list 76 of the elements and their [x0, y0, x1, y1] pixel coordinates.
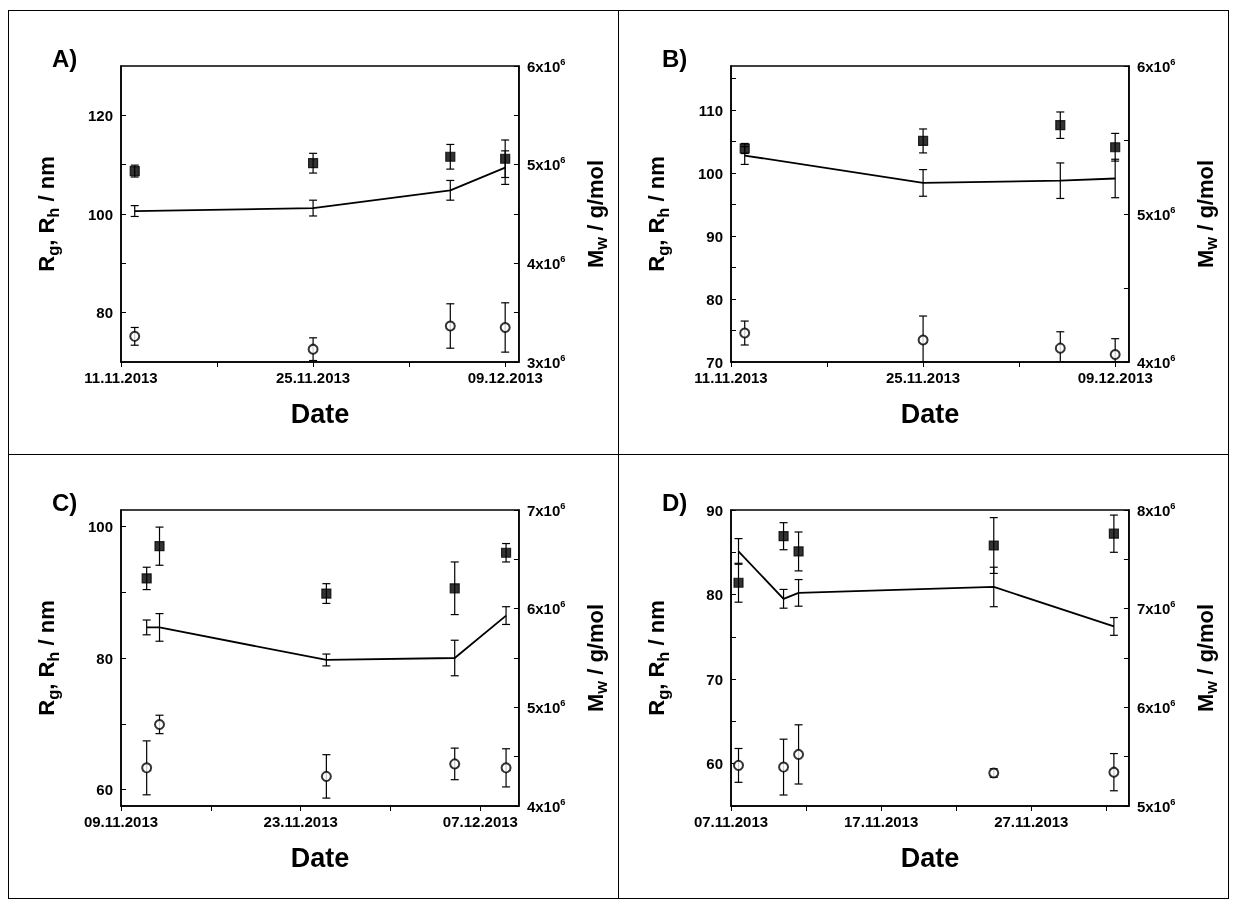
point	[445, 151, 456, 162]
y2-axis-title: Mw / g/mol	[582, 159, 611, 269]
point	[1054, 342, 1066, 354]
y-tick-label: 60	[705, 754, 723, 772]
point	[917, 334, 929, 346]
point	[321, 587, 332, 599]
point	[500, 547, 512, 558]
y-axis-title: Rg, Rh / nm	[33, 599, 62, 716]
x-tick-label: 25.11.2013	[885, 369, 960, 386]
x-tick-label: 09.12.2013	[1077, 369, 1153, 386]
y2-axis-title: Mw / g/mol	[582, 603, 611, 712]
x-axis-title: Date	[900, 398, 959, 429]
point	[449, 582, 460, 593]
point	[444, 320, 456, 332]
y2-axis-title: Mw / g/mol	[1192, 159, 1220, 269]
y-tick-label: 80	[705, 290, 723, 308]
point	[988, 539, 999, 551]
point	[141, 572, 152, 584]
y-tick-label: 60	[96, 780, 113, 798]
y-tick-label: 80	[705, 585, 723, 603]
y-tick-label: 70	[705, 670, 723, 688]
x-tick-label: 25.11.2013	[275, 369, 351, 386]
y2-axis-title: Mw / g/mol	[1192, 603, 1220, 712]
point	[129, 330, 141, 342]
x-tick-label: 07.12.2013	[442, 812, 518, 830]
x-axis-title: Date	[290, 842, 350, 872]
point	[917, 135, 928, 147]
point	[154, 718, 166, 730]
y-tick-label: 70	[705, 353, 723, 371]
x-tick-label: 09.12.2013	[467, 369, 543, 386]
point	[777, 761, 789, 773]
chart-title: B)	[661, 44, 687, 72]
point	[777, 530, 789, 541]
point	[499, 321, 511, 333]
x-tick-label: 09.11.2013	[83, 812, 159, 830]
y-tick-label: 100	[87, 205, 113, 223]
x-tick-label: 11.11.2013	[84, 369, 158, 386]
point	[307, 343, 319, 355]
x-axis-title: Date	[290, 398, 350, 429]
y-tick-label: 80	[96, 649, 113, 666]
point	[738, 327, 750, 339]
point	[1054, 120, 1065, 131]
x-tick-label: 11.11.2013	[693, 369, 768, 386]
point	[792, 748, 804, 760]
point	[449, 757, 461, 769]
y-axis-title: Rg, Rh / nm	[643, 599, 671, 716]
point	[320, 770, 332, 782]
y-axis-title: Rg, Rh / nm	[33, 156, 62, 272]
x-tick-label: 07.11.2013	[693, 812, 768, 830]
point	[154, 540, 165, 551]
x-axis-title: Date	[900, 842, 959, 872]
point	[1107, 766, 1119, 778]
point	[792, 545, 804, 557]
chart-title: D)	[661, 488, 687, 515]
point	[500, 153, 511, 164]
point	[1109, 348, 1121, 360]
point	[1108, 528, 1119, 539]
point	[732, 759, 744, 771]
point	[141, 761, 153, 773]
y-tick-label: 110	[698, 101, 723, 119]
y-tick-label: 90	[705, 501, 723, 518]
chart-title: A)	[52, 44, 78, 72]
y-tick-label: 120	[87, 106, 113, 124]
point	[732, 577, 744, 588]
point	[500, 761, 512, 773]
chart-title: C)	[52, 488, 78, 515]
y-tick-label: 100	[87, 517, 113, 535]
point	[307, 158, 319, 169]
y-tick-label: 80	[96, 304, 113, 322]
point	[1109, 142, 1120, 153]
x-tick-label: 27.11.2013	[993, 812, 1068, 830]
x-tick-label: 17.11.2013	[843, 812, 918, 830]
y-axis-title: Rg, Rh / nm	[643, 156, 671, 272]
y-tick-label: 90	[705, 227, 723, 245]
x-tick-label: 23.11.2013	[263, 812, 338, 830]
y-tick-label: 100	[697, 164, 723, 182]
